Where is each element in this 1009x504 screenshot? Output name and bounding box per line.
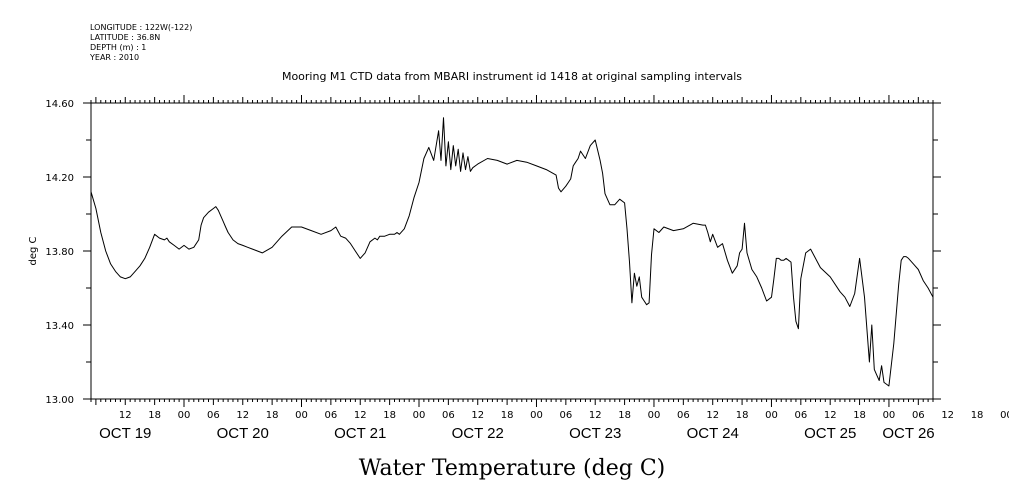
x-tick-label: 00 — [413, 410, 426, 421]
x-day-label: OCT 23 — [569, 425, 621, 442]
x-tick-label: 12 — [354, 410, 367, 421]
x-tick-label: 12 — [471, 410, 484, 421]
y-tick-label: 13.40 — [45, 321, 74, 332]
x-tick-label: 18 — [618, 410, 631, 421]
x-tick-label: 12 — [824, 410, 837, 421]
x-tick-label: 18 — [853, 410, 866, 421]
series-line — [90, 117, 934, 387]
axes: 13.00 13.40 13.80 14.20 14.60 12 18 00 06 12 18 00 0… — [45, 95, 1009, 442]
x-tick-label: 18 — [736, 410, 749, 421]
y-tick-label: 13.80 — [45, 247, 74, 258]
chart-caption: Water Temperature (deg C) — [359, 456, 666, 481]
x-day-label: OCT 21 — [334, 425, 386, 442]
chart-title: Mooring M1 CTD data from MBARI instrumen… — [282, 70, 742, 83]
x-tick-label: 18 — [383, 410, 396, 421]
metadata-line: DEPTH (m) : 1 — [90, 43, 146, 52]
x-tick-label: 12 — [236, 410, 249, 421]
plot-frame — [90, 102, 934, 400]
x-tick-label: 18 — [501, 410, 514, 421]
x-tick-label: 00 — [178, 410, 191, 421]
x-day-label: OCT 24 — [687, 425, 739, 442]
x-tick-label: 06 — [559, 410, 572, 421]
y-tick-label: 14.60 — [45, 99, 74, 110]
x-day-label: OCT 26 — [882, 425, 934, 442]
series-group — [90, 117, 934, 387]
x-tick-label: 06 — [912, 410, 925, 421]
x-tick-label: 06 — [207, 410, 220, 421]
metadata-line: LATITUDE : 36.8N — [90, 33, 160, 42]
x-tick-label: 06 — [677, 410, 690, 421]
x-tick-label: 00 — [295, 410, 308, 421]
x-day-label: OCT 20 — [217, 425, 269, 442]
metadata-block: LONGITUDE : 122W(-122) LATITUDE : 36.8N … — [89, 23, 192, 62]
x-tick-label: 00 — [1000, 410, 1009, 421]
metadata-line: YEAR : 2010 — [89, 53, 139, 62]
x-day-label: OCT 22 — [452, 425, 504, 442]
x-day-label: OCT 25 — [804, 425, 856, 442]
y-tick-label: 14.20 — [45, 173, 74, 184]
x-tick-label: 00 — [530, 410, 543, 421]
x-tick-label: 00 — [883, 410, 896, 421]
x-tick-label: 12 — [589, 410, 602, 421]
x-tick-label: 06 — [794, 410, 807, 421]
x-tick-label: 18 — [266, 410, 279, 421]
x-tick-label: 00 — [765, 410, 778, 421]
x-tick-label: 06 — [442, 410, 455, 421]
y-axis-label: deg C — [28, 236, 39, 265]
x-tick-label: 00 — [648, 410, 661, 421]
x-tick-label: 06 — [325, 410, 338, 421]
metadata-line: LONGITUDE : 122W(-122) — [90, 23, 192, 32]
x-tick-label: 18 — [971, 410, 984, 421]
x-tick-label: 12 — [941, 410, 954, 421]
x-tick-label: 18 — [148, 410, 161, 421]
x-tick-label: 12 — [706, 410, 719, 421]
y-tick-label: 13.00 — [45, 395, 74, 406]
x-tick-label: 12 — [119, 410, 132, 421]
x-day-label: OCT 19 — [99, 425, 151, 442]
